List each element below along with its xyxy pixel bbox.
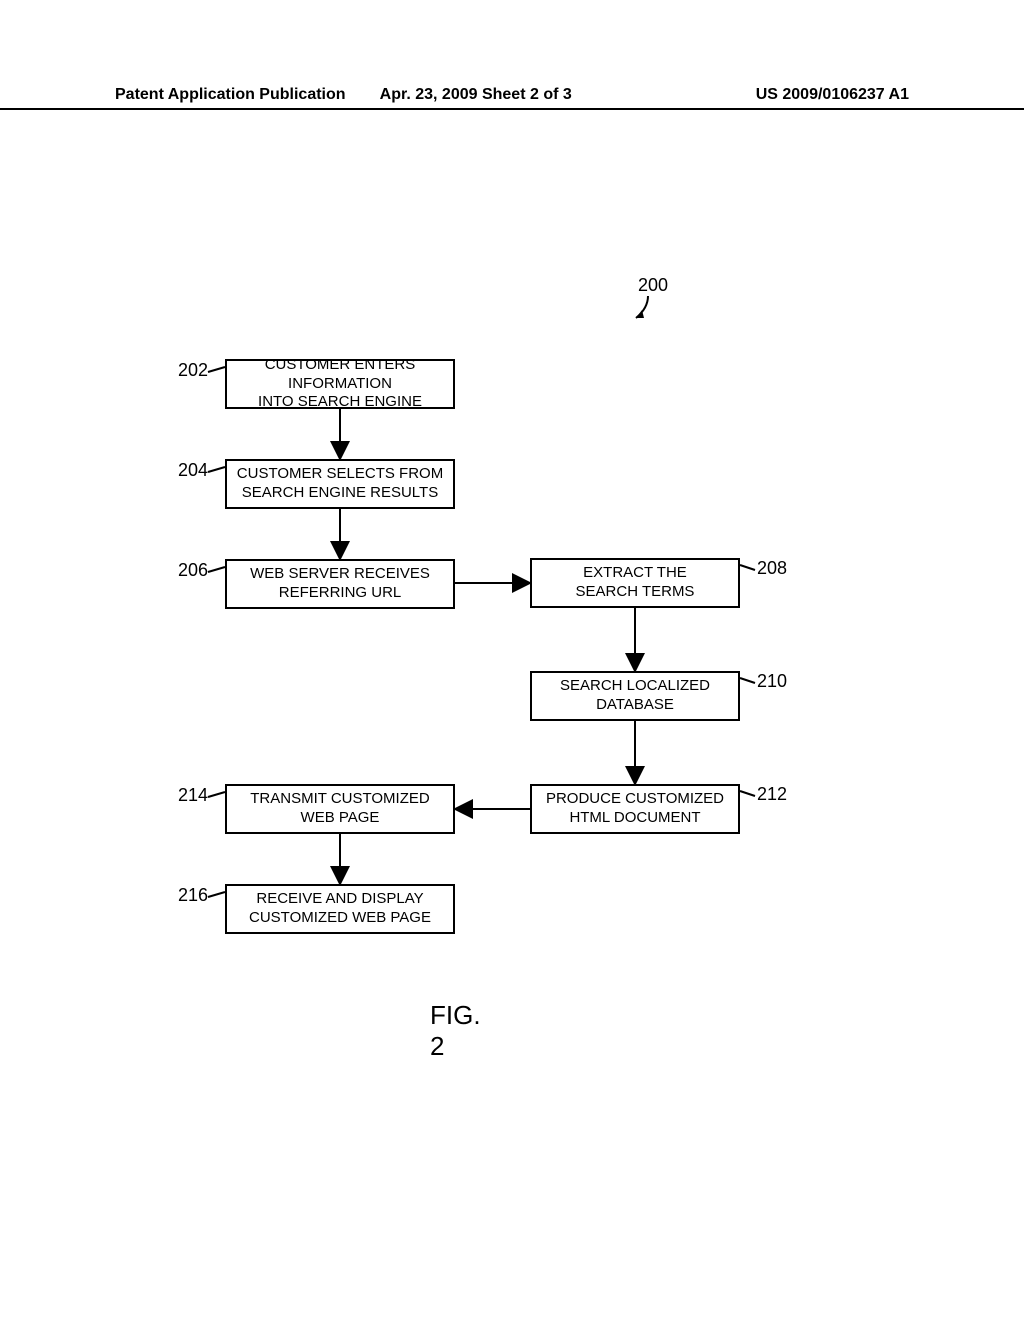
page: Patent Application Publication Apr. 23, … [0, 0, 1024, 1320]
flow-edges [0, 0, 1024, 1320]
figure-label: FIG. 2 [430, 1000, 481, 1062]
